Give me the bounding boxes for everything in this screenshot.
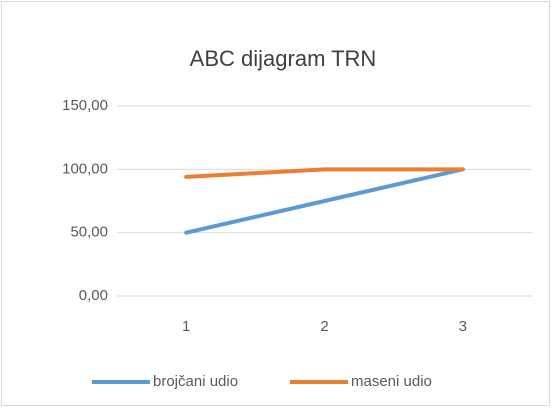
x-tick-label: 2: [320, 318, 328, 335]
x-tick-label: 1: [182, 318, 190, 335]
legend-label: brojčani udio: [153, 373, 238, 390]
chart-title: ABC dijagram TRN: [190, 46, 377, 71]
y-tick-label: 150,00: [62, 97, 108, 114]
legend-label: maseni udio: [351, 373, 432, 390]
x-tick-label: 3: [459, 318, 467, 335]
y-tick-label: 50,00: [70, 224, 108, 241]
series-line: [184, 167, 465, 179]
chart-border: [1, 1, 550, 406]
series-line: [184, 167, 465, 235]
y-tick-label: 100,00: [62, 160, 108, 177]
y-tick-label: 0,00: [79, 287, 108, 304]
